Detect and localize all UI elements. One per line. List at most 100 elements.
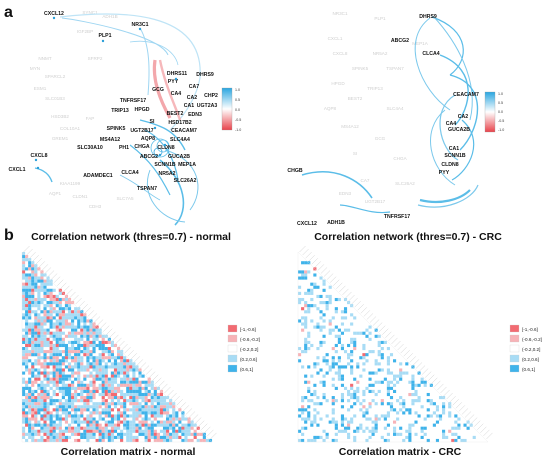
matrix-cell [420, 380, 424, 384]
matrix-cell [34, 420, 38, 424]
matrix-cell [322, 374, 326, 378]
matrix-cell [460, 438, 464, 443]
matrix-cell [347, 420, 351, 424]
faded-gene-label: AQP1 [49, 191, 62, 196]
matrix-cell [40, 365, 44, 369]
matrix-cell [110, 362, 114, 366]
matrix-cell [454, 426, 458, 430]
matrix-cell [307, 386, 311, 390]
matrix-cell [184, 423, 188, 427]
matrix-cell [334, 438, 338, 443]
matrix-cell [71, 386, 75, 390]
matrix-cell [110, 374, 114, 378]
matrix-cell [408, 392, 412, 397]
matrix-cell [162, 405, 167, 409]
matrix-cell [83, 408, 87, 412]
gene-node-label: CLDN8 [157, 145, 174, 151]
matrix-cell [61, 389, 65, 394]
matrix-cell [322, 356, 326, 360]
matrix-cell [25, 304, 29, 308]
matrix-cell [334, 386, 338, 390]
matrix-cell [331, 383, 335, 387]
matrix-cell [101, 334, 105, 338]
matrix-cell [89, 371, 93, 375]
matrix-cell [83, 368, 87, 372]
matrix-cell [95, 365, 99, 369]
matrix-axis-tick [161, 383, 168, 391]
matrix-cell [445, 435, 449, 439]
matrix-cell [55, 435, 59, 439]
matrix-cell [107, 423, 111, 427]
matrix-cell [126, 362, 130, 366]
matrix-cell [310, 423, 314, 427]
matrix-cell [83, 340, 87, 344]
matrix-cell [77, 377, 81, 381]
matrix-cell [123, 426, 127, 430]
matrix-cell [104, 347, 108, 351]
matrix-cell [337, 334, 341, 338]
matrix-cell [71, 383, 75, 387]
matrix-cell [55, 405, 59, 409]
matrix-cell [117, 408, 121, 412]
matrix-cell [162, 420, 167, 424]
matrix-cell [61, 359, 65, 363]
matrix-cell [457, 417, 461, 421]
matrix-cell [340, 347, 345, 351]
matrix-cell [304, 340, 308, 344]
matrix-cell [374, 429, 378, 433]
matrix-cell [61, 374, 65, 378]
matrix-cell [52, 389, 56, 394]
matrix-cell [77, 322, 81, 326]
matrix-cell [28, 432, 32, 436]
matrix-cell [55, 322, 59, 326]
matrix-cell [80, 399, 84, 403]
matrix-cell [166, 426, 170, 430]
matrix-cell [22, 255, 26, 259]
matrix-cell [28, 337, 32, 341]
matrix-cell [374, 417, 378, 421]
matrix-cell [55, 423, 59, 427]
matrix-cell [362, 389, 366, 394]
matrix-cell [393, 429, 397, 433]
cb-tick: 0.5 [235, 98, 240, 102]
matrix-cell [328, 328, 332, 332]
matrix-cell [144, 417, 148, 421]
matrix-cell [442, 411, 446, 415]
matrix-cell [107, 414, 111, 418]
matrix-axis-tick [124, 347, 131, 354]
matrix-cell [347, 432, 351, 436]
matrix-cell [80, 331, 84, 335]
matrix-cell [135, 399, 139, 403]
matrix-cell [55, 374, 59, 378]
matrix-cell [156, 402, 160, 406]
matrix-cell [304, 374, 308, 378]
matrix-cell [55, 301, 59, 305]
matrix-cell [55, 356, 59, 360]
matrix-cell [98, 331, 102, 335]
matrix-axis-tick [57, 279, 64, 286]
matrix-cell [58, 340, 62, 344]
matrix-cell [313, 304, 317, 308]
matrix-cell [58, 362, 62, 366]
matrix-cell [340, 377, 345, 381]
matrix-cell [310, 392, 314, 397]
matrix-cell [61, 396, 65, 400]
matrix-axis-tick [403, 350, 410, 357]
matrix-axis-tick [326, 273, 334, 280]
matrix-crc-title: Correlation matrix - CRC [339, 446, 462, 458]
matrix-cell [25, 301, 29, 305]
matrix-cell [31, 328, 35, 332]
matrix-cell [34, 438, 38, 443]
matrix-cell [393, 389, 397, 394]
matrix-cell [340, 383, 345, 387]
matrix-cell [34, 279, 38, 283]
matrix-cell [101, 389, 105, 394]
matrix-cell [55, 426, 59, 430]
matrix-cell [104, 368, 108, 372]
matrix-cell [331, 396, 335, 400]
matrix-cell [298, 276, 302, 280]
matrix-cell [298, 429, 302, 433]
matrix-cell [304, 325, 308, 329]
matrix-cell [359, 331, 363, 335]
network-crc-title: Correlation network (thres=0.7) - CRC [314, 231, 502, 243]
